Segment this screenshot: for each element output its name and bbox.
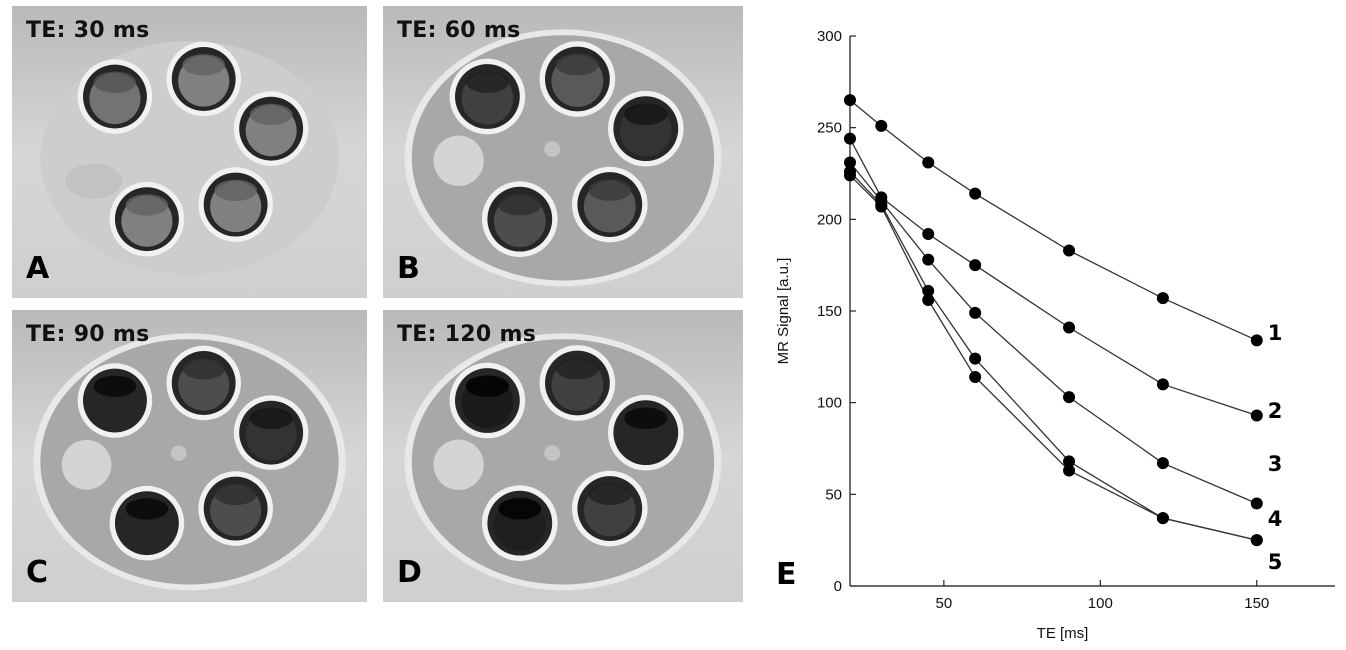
- reference-vial: [61, 439, 112, 490]
- chart-points: [844, 94, 1263, 547]
- series-1-point: [844, 94, 856, 107]
- series-3-point: [922, 253, 935, 266]
- phantom-image-d: [383, 310, 743, 602]
- chart-labels: 1 2 3 4 5: [1268, 321, 1283, 574]
- series-5-line: [849, 174, 1257, 541]
- curve-label-4: 4: [1268, 507, 1283, 531]
- series-2-point: [1250, 409, 1263, 422]
- x-tick-label: 150: [1244, 595, 1269, 612]
- y-tick-label: 250: [817, 120, 842, 137]
- y-tick-label: 50: [825, 486, 842, 503]
- series-5-point: [922, 294, 935, 306]
- curve-label-2: 2: [1268, 399, 1283, 423]
- series-5-point: [875, 200, 888, 213]
- series-4-point: [969, 352, 982, 365]
- series-2-point: [844, 132, 856, 145]
- reference-vial: [65, 163, 123, 199]
- te-label-b: TE: 60 ms: [397, 18, 521, 43]
- curve-label-1: 1: [1268, 321, 1283, 345]
- te-label-d: TE: 120 ms: [397, 322, 537, 347]
- chart-curves: [849, 99, 1258, 541]
- phantom-image-b: [383, 6, 743, 298]
- te-label-a: TE: 30 ms: [26, 18, 150, 43]
- phantom-image-c: [12, 310, 367, 602]
- reference-vial: [433, 135, 484, 186]
- center-dot: [171, 445, 187, 461]
- vial-shade: [465, 375, 509, 397]
- series-1-point: [969, 187, 982, 200]
- te-label-c: TE: 90 ms: [26, 322, 150, 347]
- series-3-point: [1063, 391, 1076, 404]
- series-1-point: [922, 156, 935, 169]
- series-4-line: [849, 171, 1257, 541]
- series-1-point: [1063, 244, 1076, 257]
- vial-shade: [465, 71, 509, 93]
- vial-shade: [588, 179, 632, 201]
- y-tick-label: 0: [834, 578, 842, 595]
- panel-letter-a: A: [26, 251, 50, 286]
- mri-panel-b: TE: 60 ms B: [383, 6, 743, 298]
- curve-label-3: 3: [1268, 452, 1283, 476]
- y-tick-label: 200: [817, 211, 842, 228]
- vial-shade: [93, 375, 137, 397]
- series-3-point: [969, 306, 982, 319]
- series-1-point: [1156, 292, 1169, 305]
- t2-decay-chart: 0 50 100 150 200 250 300 50 100 150 1 2 3 4 5 TE [ms]…: [775, 28, 1335, 642]
- vial-shade: [249, 407, 293, 430]
- series-5-point: [1063, 464, 1076, 477]
- x-axis-label: TE [ms]: [1037, 625, 1089, 642]
- phantom-image-a: [12, 6, 367, 298]
- mri-panel-d: TE: 120 ms D: [383, 310, 743, 602]
- vial-shade: [182, 54, 225, 76]
- series-2-line: [849, 138, 1257, 417]
- chart-axes: 0 50 100 150 200 250 300 50 100 150: [817, 28, 1335, 612]
- x-tick-label: 50: [936, 595, 953, 612]
- vial-shade: [498, 497, 542, 520]
- vial-shade: [182, 358, 225, 380]
- reference-vial: [433, 439, 484, 490]
- panel-letter-e: E: [776, 557, 797, 592]
- series-3-line: [849, 162, 1258, 505]
- vial-shade: [93, 71, 137, 93]
- y-tick-label: 100: [817, 395, 842, 412]
- vial-shade: [555, 357, 599, 380]
- series-3-point: [844, 156, 856, 169]
- curve-label-5: 5: [1268, 550, 1283, 574]
- mri-panel-c: TE: 90 ms C: [12, 310, 367, 602]
- series-1-point: [875, 119, 888, 132]
- panel-letter-c: C: [26, 555, 49, 590]
- y-axis-label: MR Signal [a.u.]: [775, 258, 792, 365]
- vial-shade: [214, 483, 257, 506]
- center-dot: [544, 141, 561, 157]
- series-4-point: [1063, 455, 1076, 468]
- vial-shade: [125, 498, 169, 520]
- vial-shade: [555, 53, 599, 76]
- series-5-point: [1156, 512, 1169, 525]
- mri-panel-a: TE: 30 ms A: [12, 6, 367, 298]
- center-dot: [544, 445, 561, 461]
- y-tick-label: 150: [817, 303, 842, 320]
- series-2-point: [922, 228, 935, 240]
- vial-shade: [588, 483, 632, 505]
- vial-shade: [624, 103, 668, 126]
- series-5-point: [844, 169, 856, 182]
- series-2-point: [1156, 378, 1169, 391]
- vial-shade: [498, 193, 542, 216]
- series-2-point: [1063, 321, 1076, 334]
- x-tick-label: 100: [1088, 595, 1113, 612]
- series-1-point: [1250, 334, 1263, 347]
- series-3-point: [1250, 497, 1263, 510]
- series-2-point: [969, 259, 982, 272]
- series-5-point: [969, 371, 982, 383]
- vial-shade: [125, 194, 169, 216]
- series-3-point: [1156, 457, 1169, 470]
- vial-shade: [214, 179, 257, 202]
- series-4-point: [922, 284, 935, 297]
- y-tick-label: 300: [817, 28, 842, 45]
- vial-shade: [624, 407, 668, 430]
- panel-letter-d: D: [397, 555, 422, 590]
- panel-letter-b: B: [397, 251, 420, 286]
- vial-shade: [249, 103, 293, 126]
- series-5-point: [1250, 534, 1263, 547]
